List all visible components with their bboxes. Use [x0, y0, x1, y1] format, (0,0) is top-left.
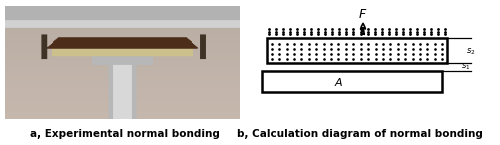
Text: $F$: $F$ — [358, 8, 368, 21]
Bar — [262, 70, 442, 92]
Text: $s_2$: $s_2$ — [466, 47, 475, 57]
Text: $s_1$: $s_1$ — [462, 62, 471, 72]
Text: b, Calculation diagram of normal bonding: b, Calculation diagram of normal bonding — [237, 129, 483, 139]
Text: $A$: $A$ — [334, 76, 344, 88]
Text: a, Experimental normal bonding: a, Experimental normal bonding — [30, 129, 220, 139]
Bar — [267, 27, 447, 37]
Bar — [267, 38, 447, 63]
